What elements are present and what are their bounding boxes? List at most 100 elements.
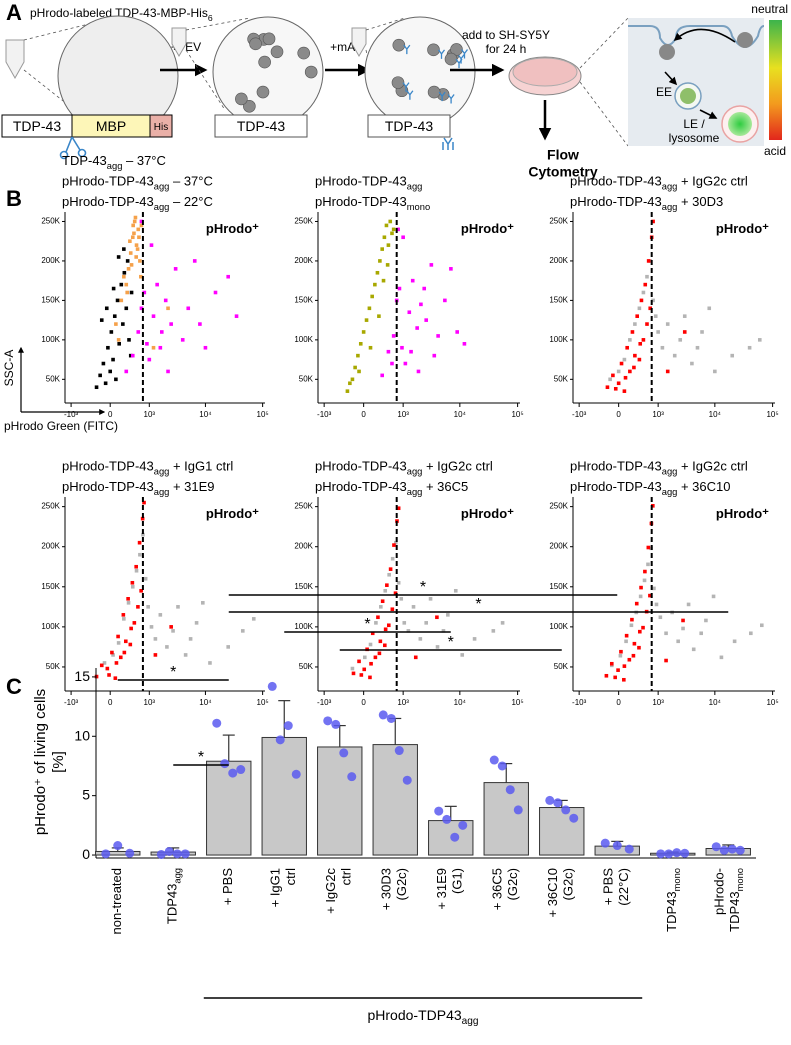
event-point [654, 602, 659, 607]
event-point [631, 653, 636, 658]
event-point [158, 613, 163, 617]
y-tick-label: 10 [74, 727, 90, 743]
replicate-dot [656, 849, 666, 859]
event-point [628, 338, 632, 342]
event-point [711, 594, 716, 599]
event-point [118, 655, 123, 660]
event-point [608, 377, 612, 382]
replicate-dot [164, 846, 174, 856]
event-point [165, 645, 169, 649]
replicate-dot [711, 842, 721, 852]
x-tick-label: 10³ [652, 698, 664, 707]
y-tick-label: 100K [41, 335, 60, 344]
x-tick-label: + IgG1ctrl [268, 868, 299, 907]
event-point [373, 655, 378, 660]
event-point [681, 618, 685, 623]
gate-label: pHrodo⁺ [716, 221, 769, 236]
event-point [651, 298, 655, 303]
event-point [396, 580, 401, 585]
y-tick-label: 100K [549, 622, 568, 631]
event-point [500, 621, 505, 625]
replicate-dot [236, 765, 246, 775]
legend-entry: pHrodo-TDP-43agg + 36C5 [315, 479, 468, 497]
schematic-title: pHrodo-labeled TDP-43-MBP-His6 [30, 6, 213, 23]
event-point [153, 637, 158, 641]
x-tick-label: 10³ [144, 410, 156, 419]
replicate-dot [624, 844, 634, 854]
event-point [390, 361, 394, 366]
event-point [605, 385, 610, 390]
antibody-icon [460, 49, 469, 59]
event-point [384, 223, 389, 228]
cargo [728, 112, 752, 136]
x-tick-label: 0 [108, 698, 113, 707]
replicate-dot [497, 761, 507, 771]
y-tick-label: 100K [294, 622, 313, 631]
event-point [388, 219, 393, 224]
event-point [646, 562, 650, 567]
zoom-line [185, 17, 251, 31]
replicate-dot [291, 769, 301, 779]
event-point [418, 637, 423, 641]
aggregate-icon [450, 43, 463, 56]
tube-icon [171, 27, 187, 57]
membrane [628, 25, 765, 48]
event-point [378, 259, 382, 263]
event-point [613, 675, 617, 680]
event-point [138, 259, 142, 263]
event-point [634, 601, 639, 606]
x-tick-label: TDP43agg [165, 868, 183, 924]
event-point [411, 605, 416, 609]
panel-label: C [6, 674, 22, 699]
y-tick-label: 15 [74, 668, 90, 684]
ph-scale [769, 20, 782, 140]
y-tick-label: 200K [549, 542, 568, 551]
antibody-icon [455, 58, 463, 69]
event-point [125, 290, 130, 295]
antibody-icon [438, 91, 446, 102]
significance-label: * [448, 634, 454, 651]
x-tick-label: 10⁴ [454, 410, 467, 419]
replicate-dot [553, 798, 563, 808]
event-point [639, 298, 644, 303]
event-point [155, 282, 159, 287]
y-tick-label: 250K [41, 217, 60, 226]
ph-label: neutral [751, 2, 788, 16]
significance-label: * [420, 579, 426, 596]
bar [317, 746, 363, 856]
replicate-dot [101, 849, 111, 859]
aggregate-icon [243, 99, 256, 113]
petri-dish [512, 57, 578, 87]
event-point [616, 381, 621, 386]
event-point [643, 282, 648, 287]
x-tick-label: + IgG2cctrl [323, 868, 354, 914]
x-tick-label: -10³ [64, 698, 79, 707]
replicate-dot [394, 746, 404, 756]
aggregate-icon [304, 65, 318, 79]
event-point [646, 259, 651, 263]
event-point [251, 617, 256, 621]
event-point [111, 286, 116, 291]
event-point [114, 661, 119, 665]
event-point [393, 591, 398, 595]
event-point [359, 673, 364, 677]
aggregate-icon [256, 85, 270, 99]
event-point [111, 357, 115, 362]
replicate-dot [719, 845, 729, 855]
event-point [632, 641, 637, 646]
event-point [203, 345, 208, 350]
event-point [383, 627, 388, 632]
event-point [747, 345, 752, 350]
event-point [686, 602, 691, 607]
significance-label: * [475, 596, 481, 613]
replicate-dot [505, 785, 515, 795]
event-point [368, 642, 373, 647]
event-point [142, 500, 146, 505]
event-point [641, 338, 646, 342]
event-point [115, 298, 120, 303]
event-point [623, 375, 628, 380]
event-point [429, 263, 434, 267]
event-point [139, 223, 144, 228]
event-point [613, 386, 618, 391]
event-point [135, 247, 140, 251]
